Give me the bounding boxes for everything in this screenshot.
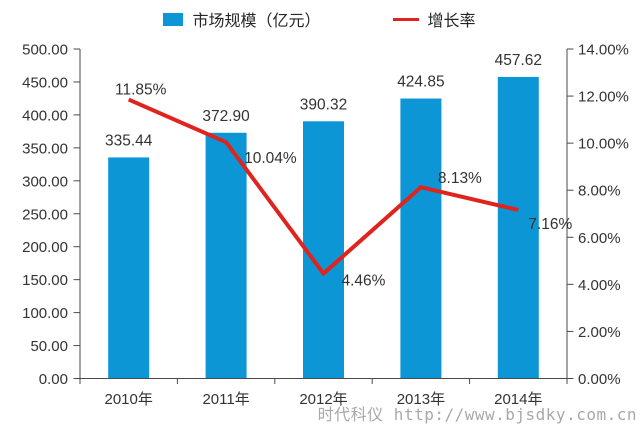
legend-item-market-size: 市场规模（亿元） bbox=[163, 7, 321, 31]
bar-value-label: 457.62 bbox=[495, 52, 542, 69]
line-series-swatch-icon bbox=[392, 17, 419, 21]
bar-value-label: 335.44 bbox=[105, 132, 153, 149]
right-axis-tick-label: 10.00% bbox=[578, 136, 629, 153]
bar bbox=[400, 98, 442, 379]
right-axis-tick-label: 12.00% bbox=[578, 89, 629, 106]
x-axis-category-label: 2013年 bbox=[397, 391, 445, 408]
right-axis-tick-label: 8.00% bbox=[578, 183, 621, 200]
x-axis-category-label: 2010年 bbox=[105, 391, 153, 408]
line-value-label: 10.04% bbox=[244, 150, 297, 167]
right-axis-tick-label: 6.00% bbox=[578, 230, 621, 247]
right-axis-tick-label: 14.00% bbox=[578, 42, 629, 59]
legend-item-growth-rate: 增长率 bbox=[392, 7, 476, 31]
watermark: 时代科仪 http://www.bjsdky.com.cn bbox=[317, 405, 637, 424]
right-axis-tick-label: 0.00% bbox=[578, 371, 621, 388]
left-axis-tick-label: 250.00 bbox=[22, 206, 68, 223]
bar bbox=[497, 76, 539, 379]
bar-value-label: 390.32 bbox=[300, 96, 347, 113]
x-axis-category-label: 2011年 bbox=[202, 391, 249, 408]
legend: 市场规模（亿元） 增长率 bbox=[0, 7, 639, 31]
x-axis-category-label: 2012年 bbox=[299, 391, 347, 408]
left-axis-tick-label: 450.00 bbox=[22, 74, 68, 91]
left-axis-tick-label: 150.00 bbox=[22, 272, 68, 289]
right-axis-tick-label: 4.00% bbox=[578, 277, 621, 294]
left-axis-tick-label: 300.00 bbox=[22, 173, 68, 190]
bar bbox=[303, 121, 344, 379]
line-value-label: 8.13% bbox=[438, 170, 482, 187]
line-value-label: 4.46% bbox=[342, 273, 386, 290]
x-axis-category-label: 2014年 bbox=[494, 391, 542, 408]
growth-rate-line bbox=[127, 97, 519, 277]
bar bbox=[205, 132, 247, 379]
line-value-label: 11.85% bbox=[115, 82, 167, 99]
left-axis-tick-label: 200.00 bbox=[22, 239, 68, 256]
line-series-label: 增长率 bbox=[427, 13, 476, 30]
bar-series-label: 市场规模（亿元） bbox=[192, 13, 321, 30]
bar-series-swatch-icon bbox=[163, 12, 184, 26]
bar-value-label: 372.90 bbox=[202, 108, 250, 125]
left-axis-tick-label: 100.00 bbox=[22, 305, 68, 322]
line-value-label: 7.16% bbox=[528, 216, 572, 233]
left-axis-tick-label: 0.00 bbox=[39, 371, 68, 388]
left-axis-tick-label: 50.00 bbox=[30, 338, 68, 355]
left-axis-tick-label: 350.00 bbox=[22, 140, 68, 157]
right-axis-tick-label: 2.00% bbox=[578, 324, 621, 341]
left-axis-tick-label: 500.00 bbox=[22, 42, 68, 59]
bar-value-label: 424.85 bbox=[397, 74, 444, 91]
bar bbox=[108, 157, 150, 379]
left-axis-tick-label: 400.00 bbox=[22, 107, 68, 124]
